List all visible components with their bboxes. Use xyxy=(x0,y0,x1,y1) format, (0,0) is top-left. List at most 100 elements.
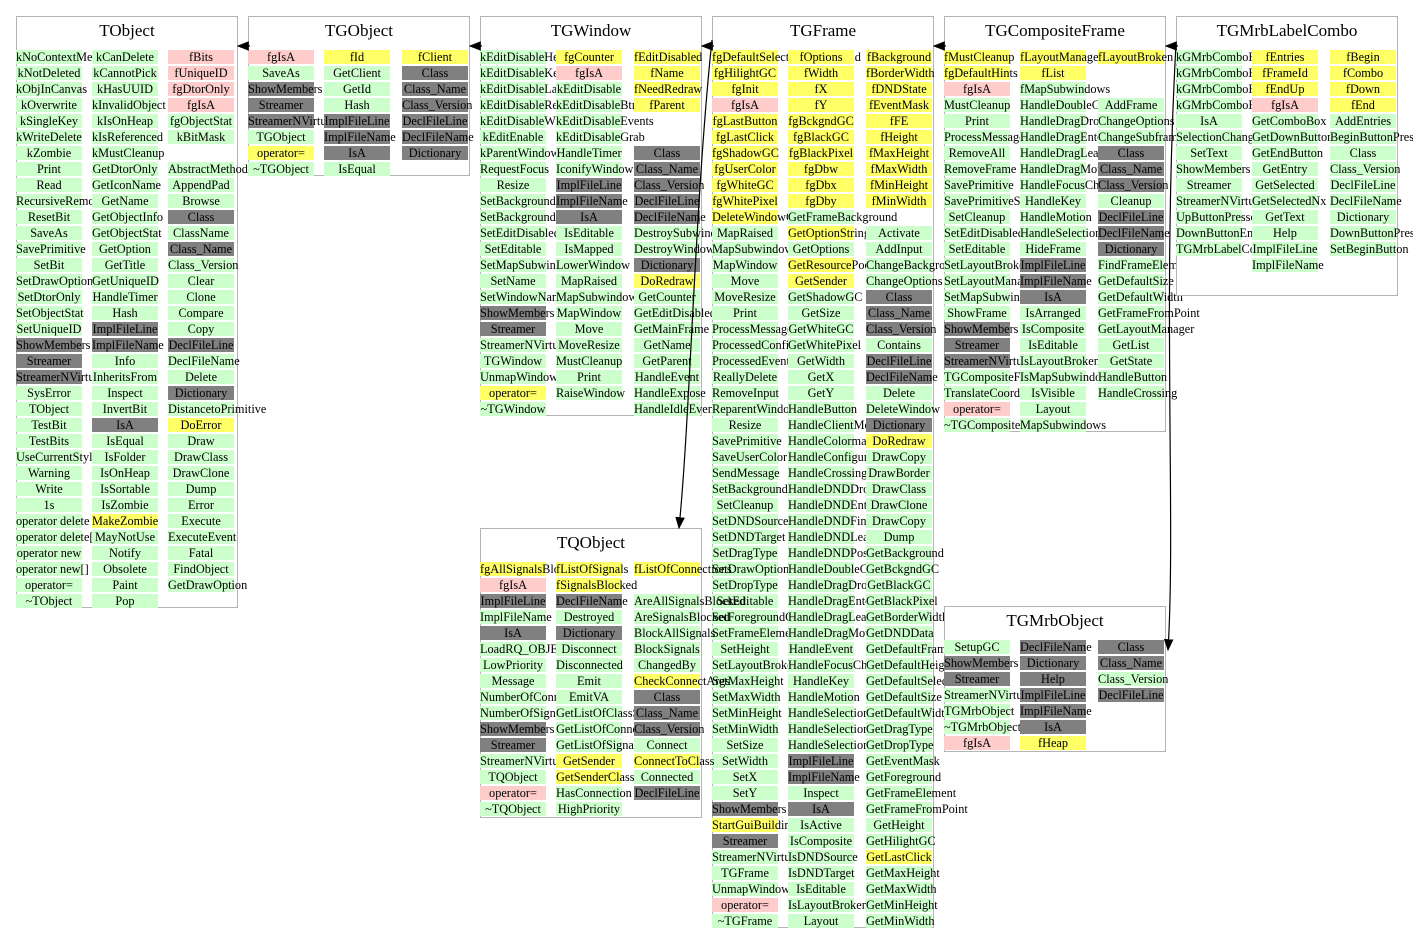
member-setcleanup: SetCleanup xyxy=(712,498,778,512)
member-fgallsignalsblocked: fgAllSignalsBlocked xyxy=(480,562,583,576)
member-getframefrompoint: GetFrameFromPoint xyxy=(866,802,968,816)
member-tgframe: TGFrame xyxy=(712,866,778,880)
member-label: fgShadowGC xyxy=(712,146,779,160)
member-label: Class xyxy=(653,690,681,704)
member-label: GetMaxWidth xyxy=(866,882,937,896)
member-streamernvirtual: StreamerNVirtual xyxy=(944,688,1031,702)
member-label: GetParent xyxy=(642,354,692,368)
member-class-name: Class_Name xyxy=(168,242,234,256)
member-label: fMapSubwindows xyxy=(1020,82,1111,96)
class-title: TQObject xyxy=(557,533,625,552)
member-label: Clear xyxy=(187,274,215,288)
member-label: SetDrawOption xyxy=(712,562,790,576)
member-drawclone: DrawClone xyxy=(168,466,234,480)
member-label: GetFrameBackground xyxy=(788,210,898,224)
member-fwidth: fWidth xyxy=(788,66,854,80)
member-operator: operator= xyxy=(944,402,1010,416)
member-label: kMustCleanup xyxy=(92,146,165,160)
member-label: fBegin xyxy=(1346,50,1380,64)
member-label: Print xyxy=(965,114,989,128)
member-fx: fX xyxy=(788,82,854,96)
member-label: ChangeOptions xyxy=(1098,114,1175,128)
member-label: HandleSelection xyxy=(1020,226,1102,240)
member-label: DistancetoPrimitive xyxy=(168,402,267,416)
member-pop: Pop xyxy=(92,594,158,608)
member-numberofsignals: NumberOfSignals xyxy=(480,706,569,720)
member-label: operator delete xyxy=(16,514,90,528)
member-streamer: Streamer xyxy=(712,834,778,848)
member-tgwindow: ~TGWindow xyxy=(480,402,546,416)
member-getobjectstat: GetObjectStat xyxy=(92,226,162,240)
member-handlemotion: HandleMotion xyxy=(1020,210,1092,224)
member-label: DeclFileName xyxy=(556,594,628,608)
member-getdroptype: GetDropType xyxy=(866,738,933,752)
member-label: Disconnect xyxy=(561,642,617,656)
member-abstractmethod: AbstractMethod xyxy=(168,162,248,176)
member-label: Resize xyxy=(496,178,530,192)
member-label: GetName xyxy=(643,338,691,352)
member-label: fName xyxy=(650,66,684,80)
member-delete: Delete xyxy=(168,370,234,384)
member-blockallsignals: BlockAllSignals xyxy=(634,626,715,640)
member-beginbuttonpressed: BeginButtonPressed xyxy=(1330,130,1413,144)
member-setlayoutbroken: SetLayoutBroken xyxy=(944,258,1031,272)
member-loadrq-object: LoadRQ_OBJECT xyxy=(480,642,574,656)
member-label: IsEqual xyxy=(338,162,376,176)
member-class-version: Class_Version xyxy=(168,258,238,272)
member-label: HandleDragEnter xyxy=(788,594,875,608)
member-label: Dictionary xyxy=(1336,210,1390,224)
member-label: StreamerNVirtual xyxy=(480,338,568,352)
member-label: IsSortable xyxy=(100,482,150,496)
member-label: ImplFileLine xyxy=(1020,688,1086,702)
member-label: Class xyxy=(187,210,215,224)
member-label: GetBlackGC xyxy=(867,578,931,592)
member-fgblackpixel: fgBlackPixel xyxy=(788,146,854,160)
member-getframebackground: GetFrameBackground xyxy=(788,210,897,224)
member-handledragleave: HandleDragLeave xyxy=(1020,146,1110,160)
member-label: AddFrame xyxy=(1104,98,1158,112)
member-class-version: Class_Version xyxy=(634,178,704,192)
member-setuniqueid: SetUniqueID xyxy=(16,322,82,336)
member-fginit: fgInit xyxy=(712,82,778,96)
member-clone: Clone xyxy=(168,290,234,304)
member-label: fEntries xyxy=(1265,50,1305,64)
member-operator-new: operator new xyxy=(16,546,82,560)
member-label: GetHeight xyxy=(873,818,925,832)
member-label: ShowFrame xyxy=(947,306,1007,320)
member-operator: operator= xyxy=(248,146,314,160)
member-label: ImplFileLine xyxy=(1252,242,1318,256)
member-setbeginbutton: SetBeginButton xyxy=(1330,242,1409,256)
member-findframeelement: FindFrameElement xyxy=(1098,258,1193,272)
member-iseditable: IsEditable xyxy=(1020,338,1086,352)
member-operator: operator= xyxy=(480,786,546,800)
member-label: GetSender xyxy=(795,274,847,288)
member-fparent: fParent xyxy=(634,98,700,112)
member-label: DoRedraw xyxy=(640,274,694,288)
member-label: ImplFileLine xyxy=(1020,258,1086,272)
member-iszombie: IsZombie xyxy=(92,498,158,512)
member-implfileline: ImplFileLine xyxy=(1020,688,1086,702)
member-label: Resize xyxy=(728,418,762,432)
member-label: TQObject xyxy=(488,770,538,784)
member-streamernvirtual: StreamerNVirtual xyxy=(944,354,1031,368)
member-label: HandleDragEnter xyxy=(1020,130,1107,144)
member-label: operator new[] xyxy=(16,562,89,576)
member-keditdisableevents: kEditDisableEvents xyxy=(556,114,654,128)
member-fmapsubwindows: fMapSubwindows xyxy=(1020,82,1110,96)
member-label: DrawClass xyxy=(872,482,926,496)
member-layout: Layout xyxy=(1020,402,1086,416)
member-getblackgc: GetBlackGC xyxy=(866,578,932,592)
member-getlistofsignals: GetListOfSignals xyxy=(556,738,642,752)
member-getdefaultwidth: GetDefaultWidth xyxy=(866,706,951,720)
member-label: kNoContextMenu xyxy=(16,50,105,64)
member-copy: Copy xyxy=(168,322,234,336)
member-fbackground: fBackground xyxy=(866,50,932,64)
member-obsolete: Obsolete xyxy=(92,562,158,576)
member-label: fgIsA xyxy=(498,578,527,592)
member-label: GetResourcePool xyxy=(788,258,875,272)
member-showmembers: ShowMembers xyxy=(712,802,786,816)
member-handledragdrop: HandleDragDrop xyxy=(1020,114,1105,128)
member-label: GetSender xyxy=(563,754,615,768)
member-label: Inspect xyxy=(107,386,143,400)
